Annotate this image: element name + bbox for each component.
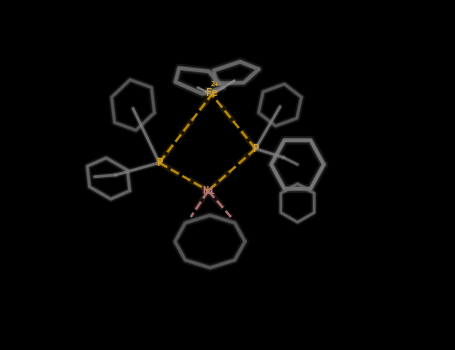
Text: Ni: Ni [202, 186, 214, 196]
Text: Fe: Fe [206, 88, 218, 98]
Text: Ni: Ni [200, 184, 216, 197]
Text: P: P [253, 144, 258, 154]
Text: 2+: 2+ [209, 79, 221, 89]
Text: 2+: 2+ [211, 81, 219, 87]
Text: P: P [156, 158, 162, 168]
Text: Fe: Fe [204, 86, 220, 99]
Text: P: P [155, 156, 163, 169]
Text: P: P [252, 142, 259, 155]
